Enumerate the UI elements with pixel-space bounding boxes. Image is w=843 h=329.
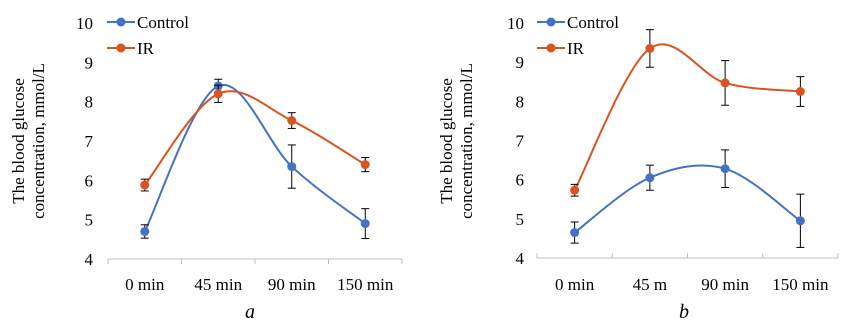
series-line-control <box>143 83 366 232</box>
legend-marker-control <box>546 17 556 27</box>
y-tick-label: 8 <box>85 93 94 112</box>
chart-panel-a: 4 5 6 7 8 9 10 0 min 45 min 90 min 150 min The bloo… <box>9 13 403 323</box>
data-point-control <box>720 164 730 174</box>
y-axis-title-line2: concentration, mmol/L <box>29 63 48 219</box>
x-tick-label: 150 min <box>772 275 829 294</box>
data-point-ir <box>570 185 580 195</box>
y-tick-label: 8 <box>516 92 525 111</box>
legend-marker-control <box>116 17 126 27</box>
y-tick-label: 10 <box>76 14 93 33</box>
legend-label-control: Control <box>567 13 619 32</box>
data-point-control <box>287 162 297 172</box>
panel-label: a <box>245 301 255 323</box>
y-axis-title-line1: The blood glucose <box>9 78 28 204</box>
legend-label-ir: IR <box>567 39 585 58</box>
legend-marker-ir <box>546 43 556 53</box>
data-point-ir <box>645 43 655 53</box>
y-tick-label: 9 <box>85 53 94 72</box>
y-axis-title-line2: concentration, mmol/L <box>457 63 476 219</box>
data-point-ir <box>720 78 730 88</box>
legend-label-control: Control <box>137 13 189 32</box>
series-line-control <box>574 164 801 234</box>
legend-marker-ir <box>116 43 126 53</box>
y-tick-label: 7 <box>516 132 525 151</box>
data-point-ir <box>287 116 297 126</box>
x-tick-label: 0 min <box>125 275 165 294</box>
y-tick-label: 5 <box>516 210 525 229</box>
x-tick-label: 90 min <box>268 275 316 294</box>
y-tick-label: 6 <box>516 171 525 190</box>
y-tick-label: 7 <box>85 132 94 151</box>
data-point-control <box>570 228 580 238</box>
series-line-ir <box>573 43 801 191</box>
y-tick-label: 6 <box>85 171 94 190</box>
y-axis-title-line1: The blood glucose <box>437 78 456 204</box>
chart-panel-b: 4 5 6 7 8 9 10 0 min 45 m 90 min 150 min The blood … <box>437 13 839 323</box>
data-point-control <box>645 173 655 183</box>
y-tick-label: 4 <box>516 249 525 268</box>
y-tick-label: 4 <box>85 250 94 269</box>
y-tick-label: 10 <box>507 14 524 33</box>
legend-label-ir: IR <box>137 39 155 58</box>
y-tick-label: 5 <box>85 211 94 230</box>
data-point-ir <box>140 180 150 190</box>
x-tick-label: 45 min <box>194 275 242 294</box>
data-point-ir <box>213 89 223 99</box>
x-tick-label: 45 m <box>633 275 667 294</box>
series-line-ir <box>143 90 366 186</box>
x-tick-label: 0 min <box>555 275 595 294</box>
data-point-control <box>795 216 805 226</box>
data-point-control <box>140 226 150 236</box>
y-tick-label: 9 <box>516 53 525 72</box>
x-tick-label: 90 min <box>701 275 749 294</box>
data-point-control <box>360 219 370 229</box>
data-point-ir <box>360 160 370 170</box>
data-point-ir <box>795 87 805 97</box>
x-tick-label: 150 min <box>337 275 394 294</box>
panel-label: b <box>679 301 689 323</box>
